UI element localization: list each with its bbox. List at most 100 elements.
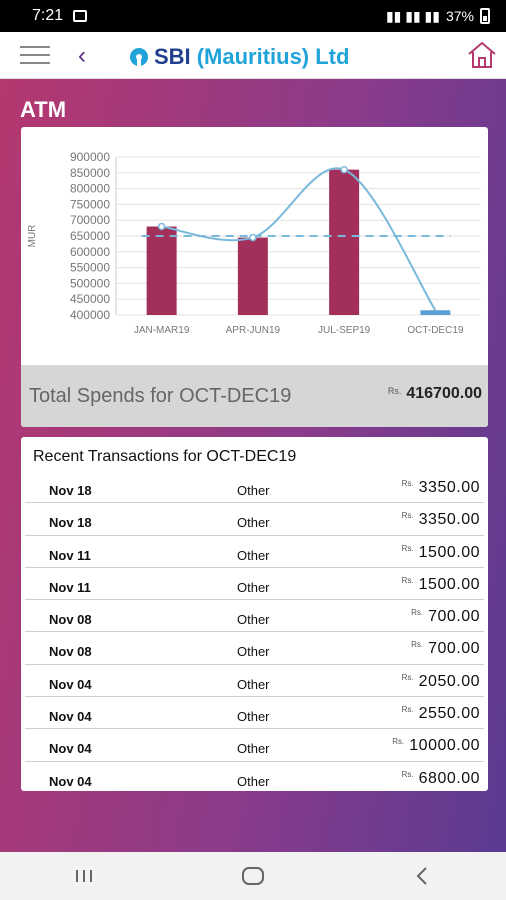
transaction-type: Other <box>237 676 270 692</box>
spend-chart-card: 900000 850000 800000 750000 700000 650000 6000… <box>21 127 488 427</box>
y-tick-label: 500000 <box>70 276 110 290</box>
transaction-date: Nov 08 <box>49 644 92 660</box>
transaction-amount: Rs. 2050.00 <box>402 673 480 691</box>
transaction-amount: Rs. 3350.00 <box>402 511 480 529</box>
transaction-amount: Rs. 700.00 <box>411 608 480 626</box>
transaction-row[interactable]: Nov 04 Other Rs. 6800.00 <box>25 762 484 791</box>
total-spends-value: 416700.00 <box>406 385 482 402</box>
y-tick-label: 550000 <box>70 261 110 275</box>
total-spends-amount: Rs. 416700.00 <box>388 385 482 403</box>
transaction-date: Nov 18 <box>49 483 92 498</box>
transaction-row[interactable]: Nov 08 Other Rs. 700.00 <box>25 632 484 665</box>
home-icon[interactable] <box>466 40 498 70</box>
y-tick-label: 600000 <box>70 245 110 259</box>
total-spends-label: Total Spends for OCT-DEC19 <box>29 384 292 407</box>
transaction-amount: Rs. 700.00 <box>411 640 480 658</box>
status-time: 7:21 <box>32 7 64 24</box>
transaction-row[interactable]: Nov 08 Other Rs. 700.00 <box>25 600 484 633</box>
x-tick-label: OCT-DEC19 <box>407 325 464 336</box>
y-tick-label: 450000 <box>70 292 110 306</box>
brand-logo: SBI (Mauritius) Ltd <box>130 44 349 70</box>
transaction-amount-value: 3350.00 <box>418 511 480 529</box>
transaction-amount-value: 700.00 <box>428 608 480 626</box>
currency-label: Rs. <box>401 672 414 682</box>
y-tick-label: 900000 <box>70 150 110 164</box>
transaction-amount-value: 2050.00 <box>418 672 480 690</box>
recent-transactions-card: Recent Transactions for OCT-DEC19 Nov 18… <box>21 437 488 791</box>
bar <box>420 310 451 315</box>
main-content: ATM 900000 850000 800000 750000 700000 650000… <box>0 79 506 852</box>
y-tick-label: 750000 <box>70 197 110 211</box>
currency-label: Rs. <box>401 511 414 521</box>
y-tick-label: 650000 <box>70 229 110 243</box>
trend-point <box>249 233 257 242</box>
brand-sbi: SBI <box>154 44 191 69</box>
transaction-amount: Rs. 1500.00 <box>402 576 480 594</box>
x-tick-label: JUL-SEP19 <box>318 325 371 336</box>
currency-label: Rs. <box>401 543 414 553</box>
transaction-type: Other <box>237 579 270 595</box>
transaction-amount-value: 3350.00 <box>418 479 480 496</box>
transaction-type: Other <box>237 515 270 531</box>
battery-icon <box>480 8 490 24</box>
transactions-title: Recent Transactions for OCT-DEC19 <box>33 448 297 465</box>
x-tick-label: APR-JUN19 <box>226 325 281 336</box>
transaction-amount-value: 1500.00 <box>418 543 480 561</box>
image-notification-icon <box>73 10 88 22</box>
transaction-amount-value: 1500.00 <box>418 575 480 593</box>
battery-percent: 37% <box>445 8 474 24</box>
y-tick-label: 800000 <box>70 182 110 196</box>
bar <box>237 237 268 315</box>
transaction-amount-value: 2550.00 <box>418 705 480 723</box>
transaction-amount-value: 10000.00 <box>409 737 480 755</box>
currency-label: Rs. <box>411 640 424 650</box>
transaction-amount: Rs. 10000.00 <box>392 737 480 755</box>
transaction-type: Other <box>237 741 270 757</box>
transaction-amount-value: 6800.00 <box>418 769 480 787</box>
transaction-date: Nov 04 <box>49 676 92 692</box>
currency-label: Rs. <box>411 608 424 618</box>
back-nav-button[interactable] <box>402 856 442 896</box>
hamburger-icon[interactable] <box>20 46 50 66</box>
sbi-logo-icon <box>130 48 148 66</box>
x-tick-label: JAN-MAR19 <box>134 325 190 336</box>
transactions-list[interactable]: Nov 18 Other Rs. 3350.00 Nov 18 Other Rs. 3350.… <box>21 471 488 791</box>
transaction-date: Nov 04 <box>49 709 92 725</box>
system-nav-bar <box>0 852 506 900</box>
transaction-amount: Rs. 3350.00 <box>402 479 480 497</box>
transaction-date: Nov 08 <box>49 612 92 628</box>
recent-apps-button[interactable] <box>64 856 104 896</box>
transaction-type: Other <box>237 547 270 563</box>
transaction-type: Other <box>237 612 270 628</box>
y-axis-label: MUR <box>27 225 38 248</box>
transaction-row[interactable]: Nov 18 Other Rs. 3350.00 <box>25 503 484 536</box>
total-spends-bar: Total Spends for OCT-DEC19 Rs. 416700.00 <box>21 365 488 427</box>
currency-label: Rs. <box>387 386 402 396</box>
page-title: ATM <box>20 97 67 122</box>
transaction-row[interactable]: Nov 11 Other Rs. 1500.00 <box>25 536 484 568</box>
y-tick-label: 700000 <box>70 213 110 227</box>
back-arrow-icon[interactable]: ‹ <box>78 42 86 69</box>
bar <box>329 169 360 315</box>
currency-label: Rs. <box>401 575 414 585</box>
transaction-type: Other <box>237 773 270 789</box>
transaction-row[interactable]: Nov 18 Other Rs. 3350.00 <box>25 471 484 504</box>
recent-apps-icon <box>76 870 93 882</box>
transaction-row[interactable]: Nov 04 Other Rs. 2050.00 <box>25 665 484 698</box>
bar <box>146 226 177 315</box>
home-nav-button[interactable] <box>233 856 273 896</box>
currency-label: Rs. <box>401 479 414 488</box>
trend-point <box>157 222 166 231</box>
trend-point <box>340 165 348 174</box>
y-tick-label: 850000 <box>70 166 110 180</box>
signal-icons: ▮▮ ▮▮ ▮▮ <box>385 7 440 24</box>
transaction-amount: Rs. 6800.00 <box>402 770 480 788</box>
transaction-date: Nov 04 <box>49 773 92 789</box>
currency-label: Rs. <box>401 769 414 779</box>
transaction-type: Other <box>237 483 270 498</box>
transaction-type: Other <box>237 644 270 660</box>
transaction-row[interactable]: Nov 04 Other Rs. 10000.00 <box>25 729 484 762</box>
transaction-row[interactable]: Nov 11 Other Rs. 1500.00 <box>25 568 484 601</box>
transaction-row[interactable]: Nov 04 Other Rs. 2550.00 <box>25 697 484 730</box>
